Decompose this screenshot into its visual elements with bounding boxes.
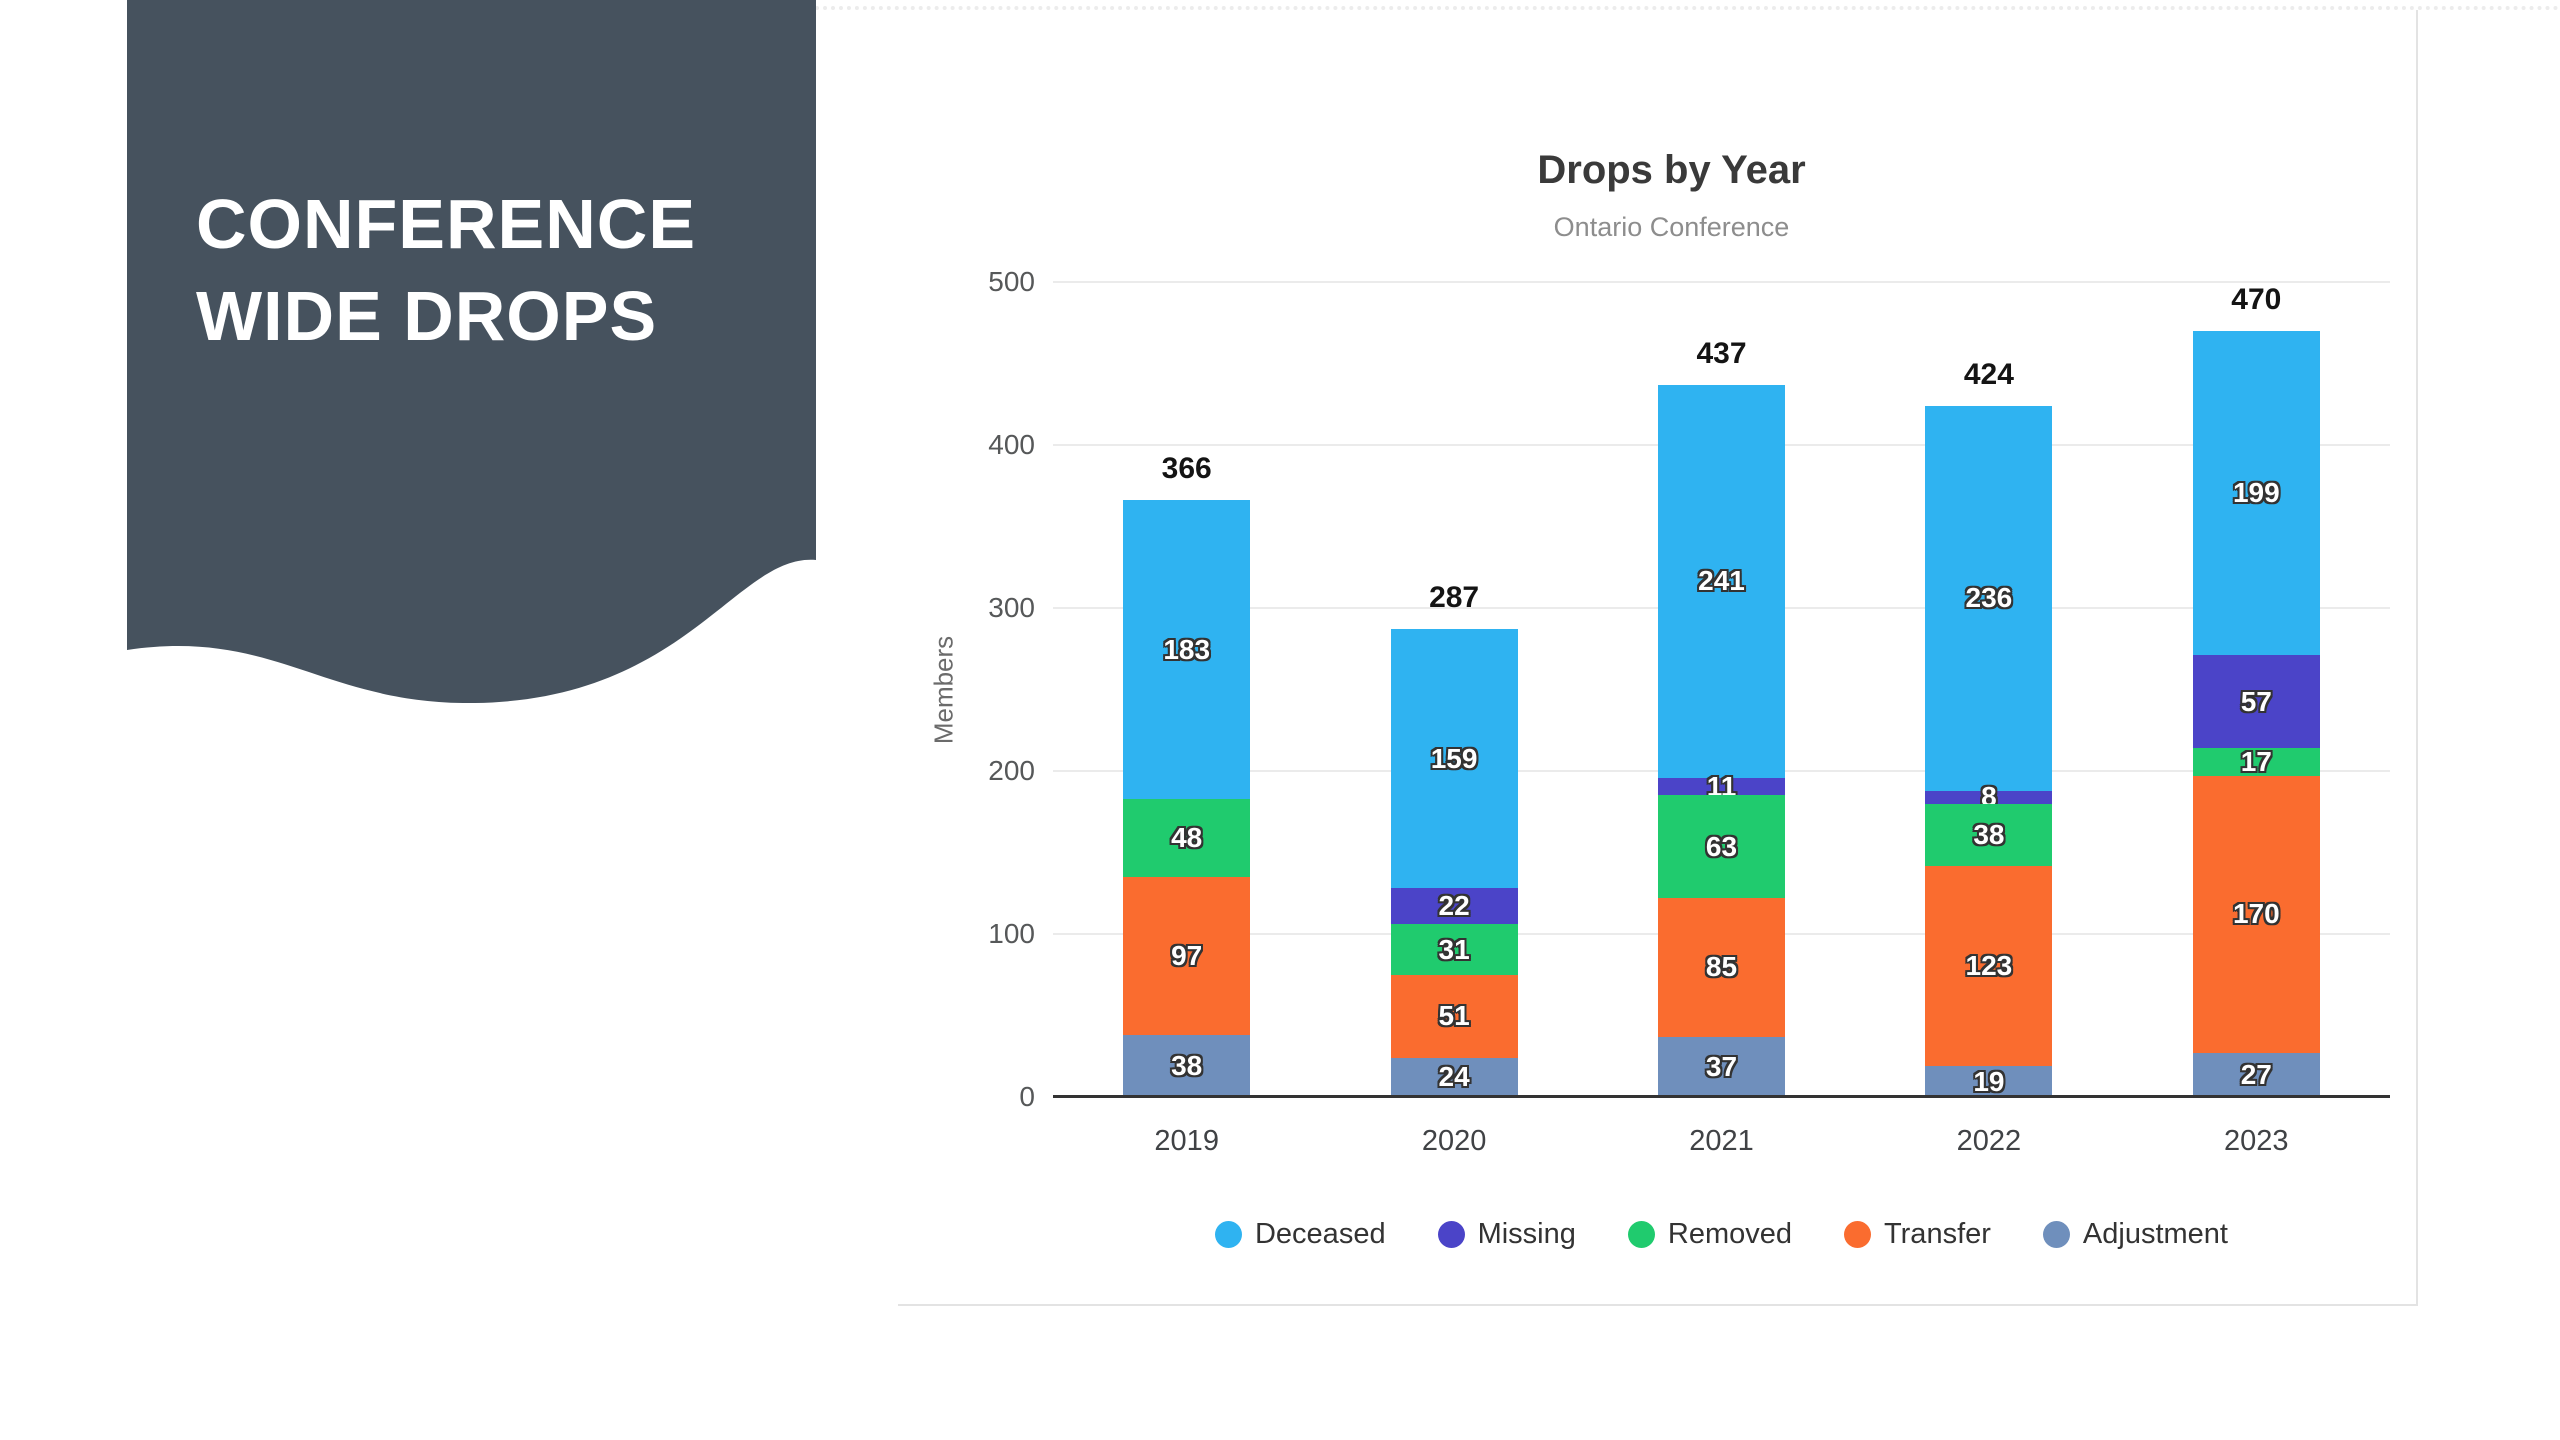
legend-marker-adjustment (2042, 1221, 2070, 1248)
bar-segment-transfer-2021: 85 (1658, 898, 1785, 1037)
segment-value-label: 85 (1705, 951, 1738, 983)
segment-value-label: 17 (2240, 746, 2272, 778)
segment-value-label: 199 (2232, 477, 2280, 509)
bar-segment-adjustment-2022: 19 (1925, 1065, 2053, 1097)
bar-segment-transfer-2023: 170 (2192, 775, 2320, 1053)
segment-value-label: 97 (1171, 940, 1203, 971)
bar-segment-removed-2023: 17 (2192, 746, 2320, 778)
segment-value-label: 241 (1698, 565, 1745, 597)
segment-value-label: 170 (2232, 898, 2280, 930)
legend-label-removed: Removed (1667, 1218, 1793, 1250)
bar-segment-deceased-2020: 159 (1390, 629, 1518, 889)
segment-value-label: 27 (2240, 1059, 2272, 1090)
x-tick-label-2021: 2021 (1689, 1125, 1754, 1157)
legend-item-missing[interactable]: Missing (1437, 1218, 1576, 1251)
bar-2023: 27 170 17 57 199 470 (2192, 283, 2320, 1097)
y-tick-label-100: 100 (988, 918, 1035, 949)
y-tick-label-400: 400 (988, 429, 1035, 460)
bar-total-label-2023: 470 (2231, 282, 2282, 316)
bar-segment-adjustment-2019: 38 (1123, 1035, 1251, 1097)
bar-segment-adjustment-2020: 24 (1390, 1057, 1518, 1097)
bar-segment-adjustment-2021: 37 (1658, 1036, 1785, 1097)
bar-segment-deceased-2021: 241 (1658, 384, 1785, 778)
bar-2021: 37 85 63 11 241 437 (1658, 337, 1785, 1097)
banner-title-line1: CONFERENCE (196, 185, 697, 263)
segment-value-label: 48 (1171, 821, 1203, 853)
x-tick-label-2019: 2019 (1154, 1125, 1219, 1157)
segment-value-label: 183 (1163, 633, 1211, 665)
x-tick-label-2023: 2023 (2224, 1125, 2289, 1157)
plot-area: 0 100 200 300 400 500 38 97 48 183 366 2019 24 51 31 22… (988, 266, 2390, 1157)
legend-marker-deceased (1214, 1221, 1242, 1248)
segment-value-label: 57 (2240, 685, 2272, 717)
legend: Deceased Missing Removed Transfer Adjustment (1053, 1218, 2390, 1251)
bar-segment-adjustment-2023: 27 (2192, 1053, 2320, 1097)
legend-marker-transfer (1844, 1221, 1872, 1248)
legend-item-transfer[interactable]: Transfer (1844, 1218, 1991, 1251)
banner (127, 0, 816, 704)
chart-subtitle: Ontario Conference (1553, 212, 1790, 242)
bar-segment-transfer-2020: 51 (1390, 974, 1518, 1058)
bar-2022: 19 123 38 8 236 424 (1925, 358, 2053, 1097)
segment-value-label: 159 (1430, 742, 1478, 774)
bar-segment-deceased-2022: 236 (1925, 405, 2053, 791)
bar-2020: 24 51 31 22 159 287 (1390, 581, 1518, 1097)
banner-title-line2: WIDE DROPS (196, 277, 658, 355)
bar-segment-removed-2020: 31 (1390, 924, 1518, 975)
y-axis-label: Members (928, 635, 959, 745)
bar-segment-removed-2019: 48 (1123, 798, 1251, 877)
segment-value-label: 24 (1438, 1061, 1470, 1093)
segment-value-label: 38 (1973, 818, 2005, 850)
segment-value-label: 19 (1973, 1065, 2005, 1097)
legend-label-deceased: Deceased (1254, 1218, 1386, 1250)
y-tick-label-200: 200 (988, 755, 1035, 786)
segment-value-label: 8 (1981, 781, 1997, 813)
banner-shape (127, 0, 816, 704)
segment-value-label: 236 (1965, 582, 2013, 614)
legend-item-removed[interactable]: Removed (1627, 1218, 1793, 1251)
bar-segment-removed-2021: 63 (1658, 795, 1785, 899)
segment-value-label: 123 (1965, 949, 2013, 981)
bar-total-label-2021: 437 (1696, 336, 1747, 370)
bar-2019: 38 97 48 183 366 (1123, 452, 1251, 1097)
bar-total-label-2019: 366 (1161, 452, 1212, 486)
legend-item-adjustment[interactable]: Adjustment (2042, 1218, 2228, 1251)
legend-label-missing: Missing (1477, 1218, 1576, 1250)
bar-segment-missing-2022: 8 (1925, 783, 2053, 811)
banner-title: CONFERENCE WIDE DROPS (196, 178, 696, 362)
segment-value-label: 22 (1438, 890, 1470, 922)
legend-label-transfer: Transfer (1884, 1218, 1991, 1250)
y-tick-label-300: 300 (988, 592, 1035, 623)
y-tick-label-0: 0 (1019, 1081, 1035, 1112)
bar-segment-missing-2020: 22 (1390, 888, 1518, 925)
segment-value-label: 51 (1438, 1000, 1470, 1032)
segment-value-label: 37 (1705, 1050, 1738, 1082)
segment-value-label: 38 (1171, 1050, 1203, 1082)
legend-label-adjustment: Adjustment (2082, 1218, 2228, 1250)
bar-total-label-2022: 424 (1963, 357, 2014, 391)
chart-title: Drops by Year (1537, 148, 1806, 192)
bar-segment-deceased-2019: 183 (1123, 500, 1251, 799)
legend-item-deceased[interactable]: Deceased (1214, 1218, 1386, 1251)
bar-segment-transfer-2022: 123 (1925, 865, 2053, 1067)
bar-segment-missing-2021: 11 (1658, 772, 1785, 800)
bar-segment-removed-2022: 38 (1925, 803, 2053, 866)
segment-value-label: 31 (1438, 933, 1470, 965)
bar-segment-transfer-2019: 97 (1123, 876, 1251, 1036)
bar-segment-missing-2023: 57 (2192, 655, 2320, 749)
gridline-500 (1053, 281, 2390, 283)
x-axis-line (1053, 1095, 2390, 1098)
y-tick-label-500: 500 (988, 266, 1035, 297)
legend-marker-removed (1627, 1221, 1655, 1248)
bar-segment-deceased-2023: 199 (2192, 330, 2320, 656)
segment-value-label: 63 (1705, 830, 1738, 862)
legend-marker-missing (1437, 1221, 1465, 1248)
bar-total-label-2020: 287 (1429, 581, 1480, 615)
x-tick-label-2020: 2020 (1421, 1125, 1487, 1157)
x-tick-label-2022: 2022 (1956, 1125, 2022, 1157)
slide-top-edge (520, 6, 2560, 10)
segment-value-label: 11 (1706, 770, 1737, 802)
